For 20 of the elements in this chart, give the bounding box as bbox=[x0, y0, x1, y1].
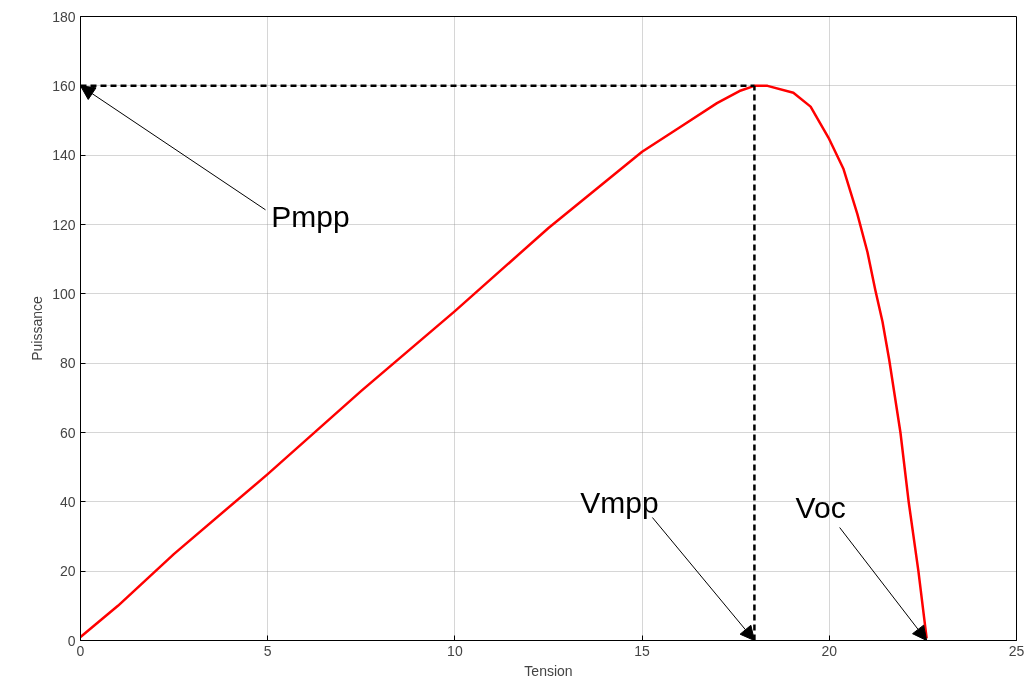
x-tick-label: 10 bbox=[447, 642, 463, 659]
y-tick-label: 180 bbox=[52, 8, 76, 25]
y-tick-label: 80 bbox=[59, 355, 76, 372]
x-axis-title: Tension bbox=[524, 662, 573, 679]
x-tick-label: 15 bbox=[634, 642, 651, 659]
y-tick-label: 140 bbox=[52, 147, 76, 164]
x-tick-label: 25 bbox=[1008, 642, 1025, 659]
y-tick-label: 40 bbox=[59, 493, 76, 510]
y-tick-label: 100 bbox=[52, 285, 76, 302]
line-series bbox=[80, 84, 928, 640]
annotation: Pmpp bbox=[271, 200, 350, 234]
y-axis-title: Puissance bbox=[29, 295, 46, 361]
y-tick-label: 60 bbox=[59, 424, 76, 441]
y-tick-label: 160 bbox=[52, 77, 76, 94]
x-tick-label: 20 bbox=[821, 642, 838, 659]
annotation: Voc bbox=[795, 491, 846, 524]
y-tick-label: 120 bbox=[52, 216, 76, 233]
x-tick-label: 5 bbox=[263, 642, 272, 659]
y-tick-label: 20 bbox=[59, 563, 76, 580]
annotation: Vmpp bbox=[580, 486, 659, 519]
